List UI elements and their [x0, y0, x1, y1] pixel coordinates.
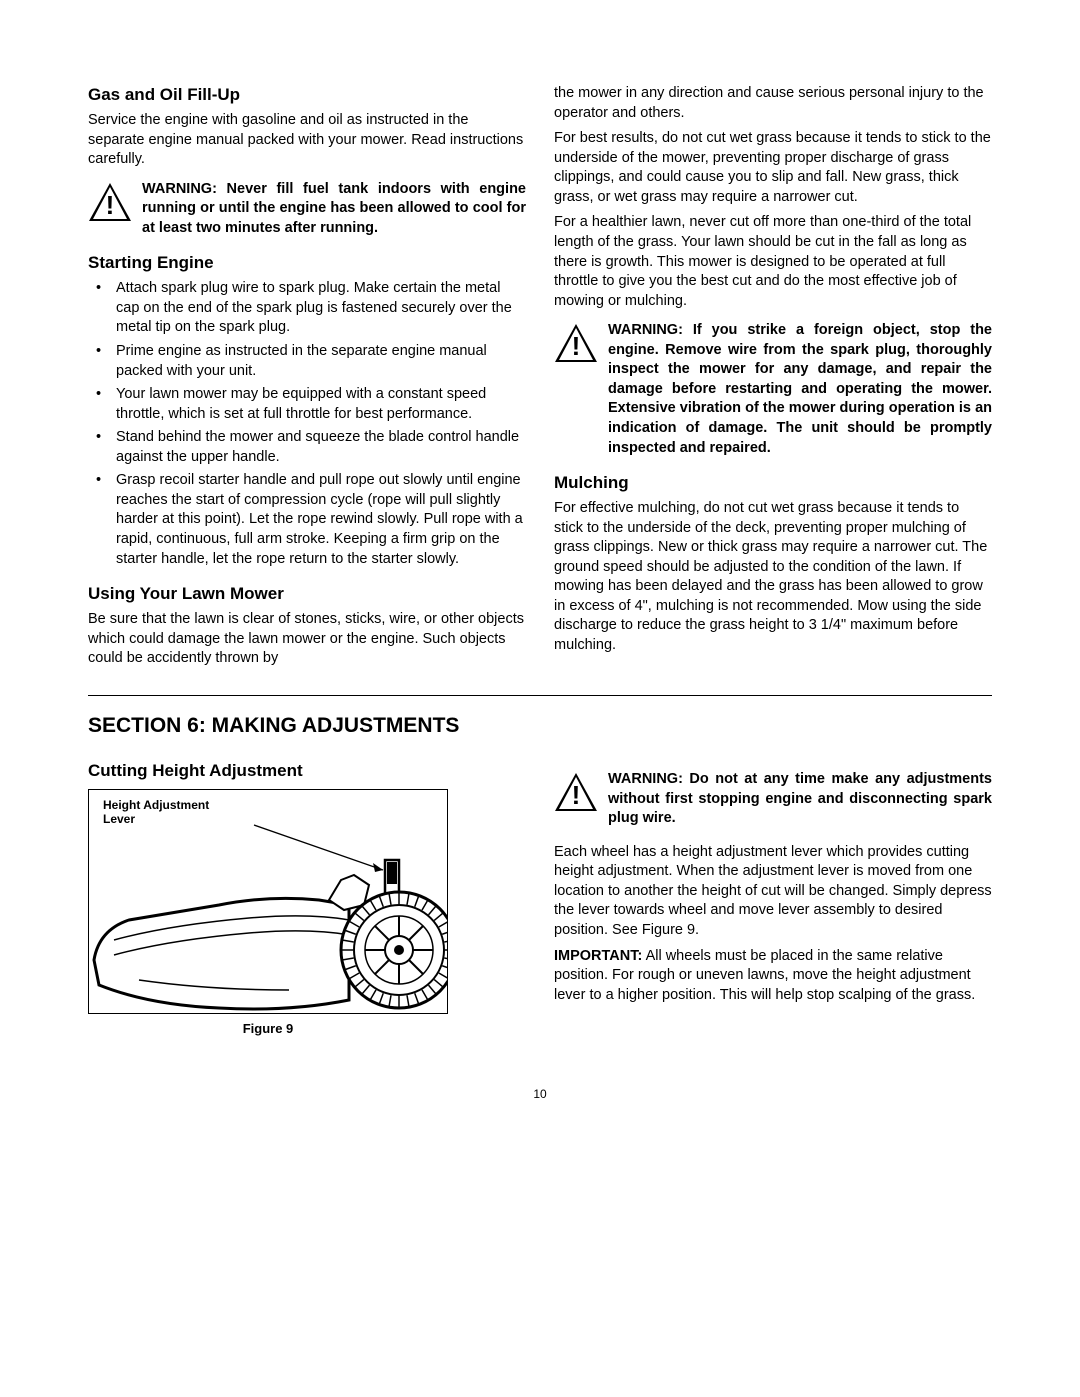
para-adjust-1: Each wheel has a height adjustment lever…	[554, 843, 992, 941]
figure-9-caption: Figure 9	[88, 1020, 448, 1038]
para-cont-3: For a healthier lawn, never cut off more…	[554, 213, 992, 311]
figure-9-box: Height Adjustment Lever	[88, 789, 448, 1014]
para-cont-2: For best results, do not cut wet grass b…	[554, 129, 992, 207]
warning-gas-text: WARNING: Never fill fuel tank indoors wi…	[142, 180, 526, 239]
section6-right: ! WARNING: Do not at any time make any a…	[554, 760, 992, 1037]
figure-9-label: Height Adjustment Lever	[103, 798, 209, 827]
para-using-mower: Be sure that the lawn is clear of stones…	[88, 610, 526, 669]
page-number: 10	[88, 1086, 992, 1102]
section6-columns: Cutting Height Adjustment Height Adjustm…	[88, 760, 992, 1037]
left-column: Gas and Oil Fill-Up Service the engine w…	[88, 84, 526, 675]
heading-gas-oil: Gas and Oil Fill-Up	[88, 84, 526, 107]
para-mulching: For effective mulching, do not cut wet g…	[554, 499, 992, 656]
heading-using-mower: Using Your Lawn Mower	[88, 583, 526, 606]
section-divider	[88, 695, 992, 696]
warning-gas: ! WARNING: Never fill fuel tank indoors …	[88, 180, 526, 239]
list-item: Stand behind the mower and squeeze the b…	[88, 428, 526, 467]
svg-text:!: !	[572, 780, 581, 810]
right-column: the mower in any direction and cause ser…	[554, 84, 992, 675]
heading-mulching: Mulching	[554, 472, 992, 495]
para-cont-1: the mower in any direction and cause ser…	[554, 84, 992, 123]
list-item: Attach spark plug wire to spark plug. Ma…	[88, 279, 526, 338]
warning-icon: !	[554, 323, 598, 363]
list-item: Grasp recoil starter handle and pull rop…	[88, 471, 526, 569]
heading-cutting-height: Cutting Height Adjustment	[88, 760, 526, 783]
section6-left: Cutting Height Adjustment Height Adjustm…	[88, 760, 526, 1037]
warning-strike-text: WARNING: If you strike a foreign object,…	[608, 321, 992, 458]
heading-starting-engine: Starting Engine	[88, 252, 526, 275]
warning-adjust: ! WARNING: Do not at any time make any a…	[554, 770, 992, 829]
starting-engine-list: Attach spark plug wire to spark plug. Ma…	[88, 279, 526, 569]
svg-text:!: !	[572, 331, 581, 361]
warning-strike: ! WARNING: If you strike a foreign objec…	[554, 321, 992, 458]
svg-text:!: !	[106, 190, 115, 220]
important-label: IMPORTANT:	[554, 948, 642, 964]
list-item: Prime engine as instructed in the separa…	[88, 342, 526, 381]
list-item: Your lawn mower may be equipped with a c…	[88, 385, 526, 424]
para-gas-oil: Service the engine with gasoline and oil…	[88, 111, 526, 170]
warning-icon: !	[554, 772, 598, 812]
section-6-title: SECTION 6: MAKING ADJUSTMENTS	[88, 712, 992, 740]
warning-adjust-text: WARNING: Do not at any time make any adj…	[608, 770, 992, 829]
warning-icon: !	[88, 182, 132, 222]
para-adjust-2: IMPORTANT: All wheels must be placed in …	[554, 947, 992, 1006]
top-columns: Gas and Oil Fill-Up Service the engine w…	[88, 84, 992, 675]
